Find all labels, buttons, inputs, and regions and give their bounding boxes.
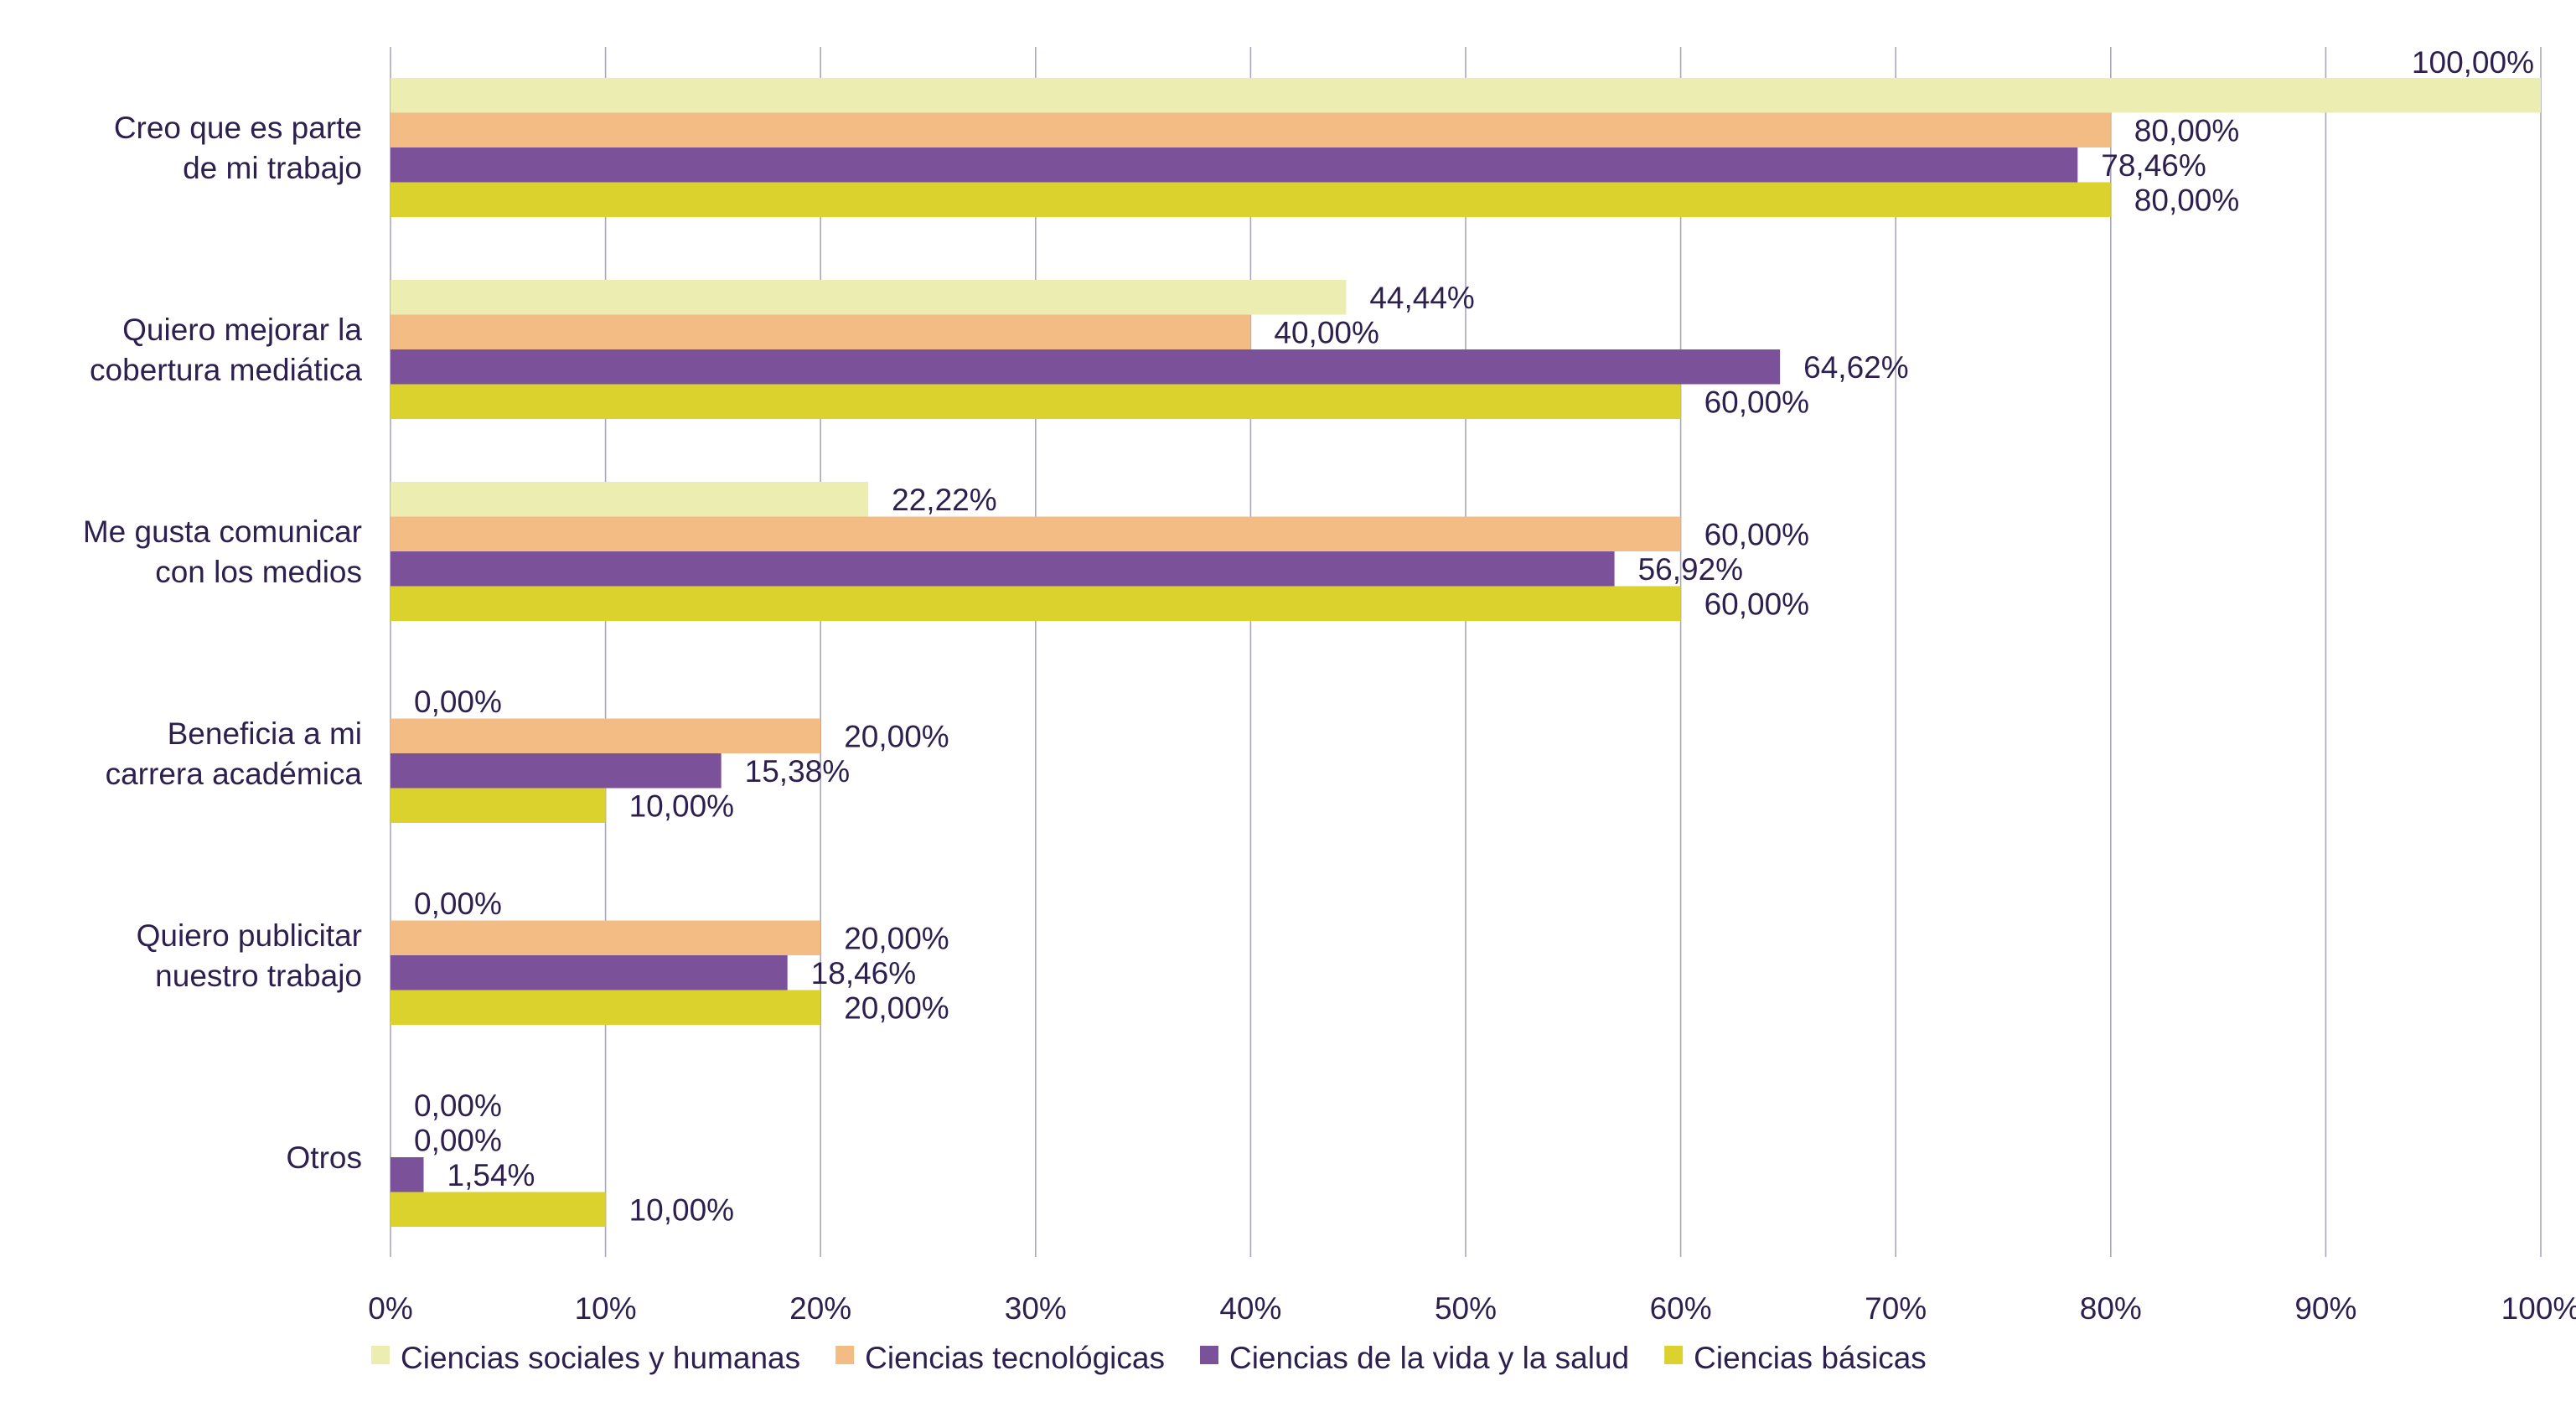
- data-label-6-series-4: 10,00%: [629, 1192, 735, 1227]
- legend-label-1: Ciencias sociales y humanas: [401, 1341, 800, 1375]
- x-axis-ticks: 0% 10% 20% 30% 40% 50% 60% 70% 80% 90% 100%: [368, 1291, 2576, 1326]
- bars: [391, 78, 2541, 1227]
- bar-1-series-1: [391, 78, 2541, 113]
- data-label-3-series-1: 22,22%: [892, 483, 997, 517]
- bar-1-series-3: [391, 147, 2078, 183]
- x-tick-label-9: 90%: [2294, 1291, 2356, 1326]
- bar-3-series-3: [391, 551, 1615, 587]
- data-label-3-series-3: 56,92%: [1638, 552, 1744, 587]
- data-label-1-series-4: 80,00%: [2134, 183, 2240, 217]
- data-label-5-series-3: 18,46%: [811, 956, 917, 990]
- x-tick-label-7: 70%: [1865, 1291, 1927, 1326]
- category-label-4-line-1: Beneficia a mi: [168, 716, 362, 751]
- data-label-6-series-2: 0,00%: [414, 1123, 502, 1157]
- bar-3-series-2: [391, 516, 1681, 551]
- data-label-3-series-4: 60,00%: [1704, 587, 1810, 621]
- category-label-5-line-1: Quiero publicitar: [137, 918, 362, 953]
- bar-5-series-2: [391, 920, 821, 955]
- data-label-1-series-1: 100,00%: [2412, 45, 2534, 80]
- bar-5-series-4: [391, 990, 821, 1025]
- x-tick-label-3: 30%: [1005, 1291, 1067, 1326]
- category-label-3-line-2: con los medios: [155, 555, 362, 589]
- category-label-3-line-1: Me gusta comunicar: [83, 515, 362, 549]
- bar-2-series-4: [391, 384, 1681, 419]
- data-label-5-series-2: 20,00%: [844, 921, 949, 955]
- bar-2-series-3: [391, 349, 1781, 385]
- bar-3-series-1: [391, 482, 869, 517]
- legend-swatch-4: [1664, 1346, 1684, 1364]
- category-labels: Creo que es parte de mi trabajo Quiero mej…: [83, 111, 363, 1175]
- bar-1-series-2: [391, 112, 2111, 147]
- bar-6-series-3: [391, 1157, 424, 1192]
- legend-label-2: Ciencias tecnológicas: [865, 1341, 1165, 1375]
- x-tick-label-10: 100%: [2501, 1291, 2576, 1326]
- data-label-6-series-3: 1,54%: [447, 1158, 535, 1192]
- data-label-5-series-1: 0,00%: [414, 887, 502, 921]
- bar-1-series-4: [391, 182, 2111, 217]
- data-labels: 100,00% 80,00%78,46%80,00% 44,44%40,00% 64,…: [414, 45, 2534, 1228]
- data-label-3-series-2: 60,00%: [1704, 517, 1810, 551]
- category-label-1-line-1: Creo que es parte: [114, 111, 362, 145]
- data-label-4-series-1: 0,00%: [414, 685, 502, 719]
- data-label-4-series-2: 20,00%: [844, 719, 949, 753]
- legend: Ciencias sociales y humanas Ciencias tecn…: [371, 1341, 1927, 1375]
- bar-2-series-2: [391, 314, 1251, 349]
- bar-3-series-4: [391, 586, 1681, 621]
- legend-label-3: Ciencias de la vida y la salud: [1229, 1341, 1629, 1375]
- x-tick-label-5: 50%: [1435, 1291, 1497, 1326]
- category-label-1-line-2: de mi trabajo: [183, 151, 362, 185]
- data-label-4-series-4: 10,00%: [629, 789, 735, 823]
- data-label-2-series-4: 60,00%: [1704, 385, 1810, 419]
- category-label-5-line-2: nuestro trabajo: [155, 959, 362, 993]
- data-label-6-series-1: 0,00%: [414, 1089, 502, 1123]
- data-label-2-series-2: 40,00%: [1274, 315, 1379, 349]
- data-label-1-series-2: 80,00%: [2134, 113, 2240, 147]
- bar-6-series-4: [391, 1192, 606, 1227]
- x-tick-label-6: 60%: [1650, 1291, 1712, 1326]
- legend-swatch-3: [1199, 1346, 1218, 1364]
- legend-swatch-1: [371, 1346, 390, 1364]
- legend-swatch-2: [835, 1346, 855, 1364]
- category-label-4-line-2: carrera académica: [106, 757, 363, 791]
- x-tick-label-8: 80%: [2080, 1291, 2142, 1326]
- bar-5-series-3: [391, 955, 788, 990]
- data-label-4-series-3: 15,38%: [745, 754, 851, 789]
- bar-4-series-2: [391, 718, 821, 753]
- gridlines: [390, 47, 2542, 1257]
- legend-label-4: Ciencias básicas: [1694, 1341, 1927, 1375]
- data-label-1-series-3: 78,46%: [2101, 148, 2206, 183]
- category-label-2-line-2: cobertura mediática: [90, 353, 362, 387]
- bar-2-series-1: [391, 280, 1347, 315]
- data-label-2-series-1: 44,44%: [1369, 281, 1475, 315]
- data-label-5-series-4: 20,00%: [844, 990, 949, 1025]
- bar-4-series-4: [391, 788, 606, 823]
- bar-4-series-3: [391, 753, 722, 789]
- x-tick-label-0: 0%: [368, 1291, 412, 1326]
- category-label-2-line-1: Quiero mejorar la: [122, 313, 362, 347]
- x-tick-label-2: 20%: [789, 1291, 851, 1326]
- x-tick-label-1: 10%: [575, 1291, 637, 1326]
- x-tick-label-4: 40%: [1219, 1291, 1281, 1326]
- category-label-6-line-1: Otros: [287, 1140, 362, 1175]
- data-label-2-series-3: 64,62%: [1803, 350, 1909, 385]
